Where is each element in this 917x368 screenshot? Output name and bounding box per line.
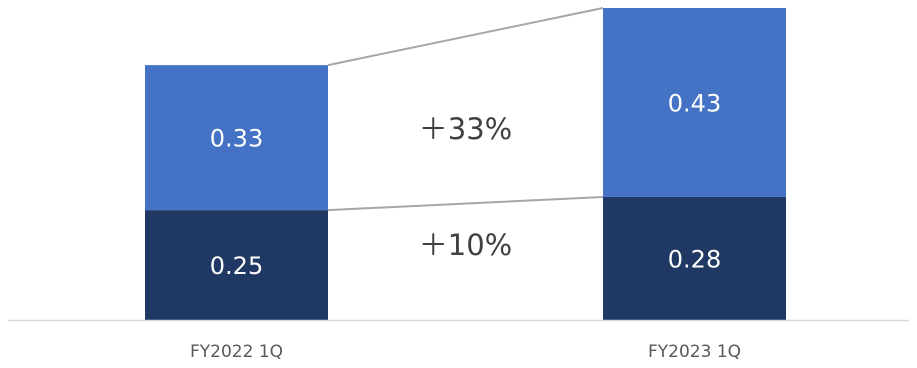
- x-tick-labels: FY2022 1Q FY2023 1Q: [190, 342, 741, 362]
- bar-labels-group: 0.25 0.33 0.28 0.43: [210, 89, 721, 280]
- connector-line-2: [327, 7, 604, 67]
- growth-connectors: [327, 7, 604, 212]
- growth-labels: ＋10% ＋33%: [419, 112, 512, 262]
- bars-group: [145, 8, 786, 320]
- data-label-1-1: 0.25: [210, 252, 263, 280]
- connector-line-1: [327, 195, 604, 212]
- growth-annotation-1: ＋10%: [419, 228, 512, 262]
- bar-segment-2-2: [603, 8, 786, 197]
- bar-segment-1-1: [145, 210, 328, 320]
- data-label-2-1: 0.33: [210, 125, 263, 153]
- data-label-1-2: 0.28: [668, 245, 721, 273]
- data-label-2-2: 0.43: [668, 89, 721, 117]
- bar-segment-1-2: [603, 196, 786, 320]
- x-tick-label-1: FY2022 1Q: [190, 342, 283, 362]
- growth-annotation-2: ＋33%: [419, 112, 512, 146]
- x-tick-label-2: FY2023 1Q: [648, 342, 741, 362]
- bar-segment-2-1: [145, 65, 328, 211]
